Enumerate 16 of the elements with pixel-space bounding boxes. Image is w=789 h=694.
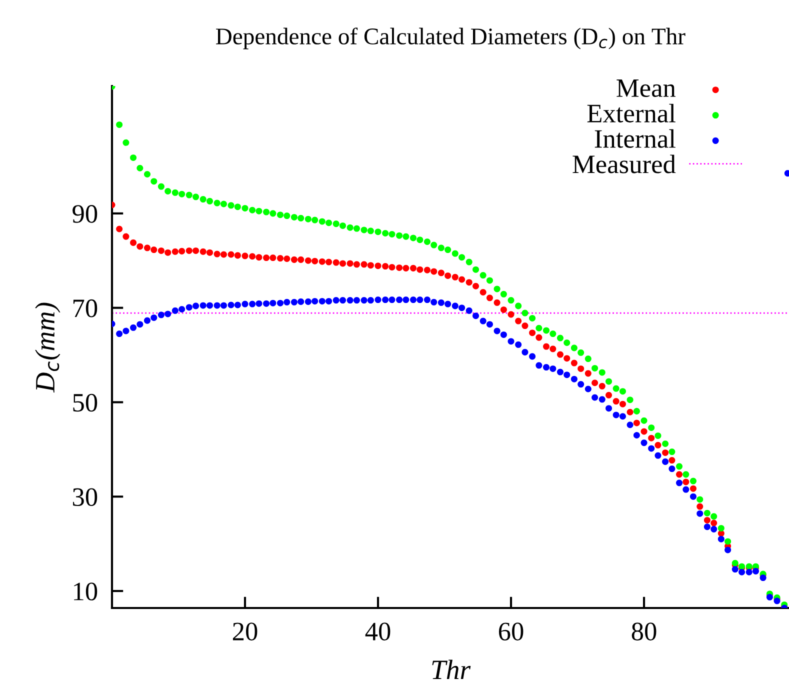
x-tick-label: 40: [365, 622, 390, 640]
legend-label: Measured: [572, 154, 676, 174]
legend-label: Internal: [594, 129, 676, 148]
y-tick-label: 10: [74, 582, 98, 600]
legend-label: Mean: [616, 80, 676, 98]
y-tick-label: 70: [73, 299, 98, 318]
x-axis-title: Thr: [432, 660, 471, 679]
legend-label: External: [587, 104, 676, 122]
y-tick-label: 50: [73, 394, 98, 412]
y-tick-label: 30: [72, 488, 98, 506]
x-tick-label: 20: [232, 622, 258, 640]
x-tick-label: 80: [632, 622, 656, 640]
chart-title: Dependence of Calculated Diameters (D$_{c}$) on Thr: [216, 28, 686, 50]
y-tick-label: 90: [72, 205, 98, 223]
x-tick-label: 60: [498, 622, 524, 640]
y-axis-title: D$_{c}$(mm): [35, 302, 60, 393]
